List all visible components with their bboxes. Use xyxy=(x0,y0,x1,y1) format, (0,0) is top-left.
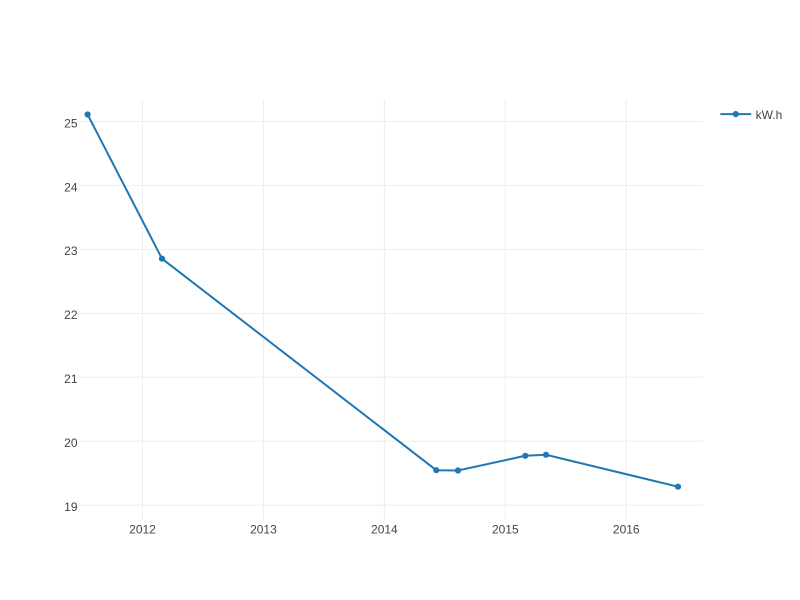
svg-text:24: 24 xyxy=(64,180,78,194)
svg-text:20: 20 xyxy=(64,436,78,450)
svg-text:2015: 2015 xyxy=(492,523,519,537)
svg-text:23: 23 xyxy=(64,244,78,258)
svg-text:2014: 2014 xyxy=(371,523,398,537)
svg-text:kW.h: kW.h xyxy=(756,108,783,122)
svg-text:19: 19 xyxy=(64,500,78,514)
svg-text:2012: 2012 xyxy=(129,523,156,537)
svg-text:22: 22 xyxy=(64,308,78,322)
svg-text:21: 21 xyxy=(64,372,78,386)
svg-text:25: 25 xyxy=(64,116,78,130)
svg-text:2013: 2013 xyxy=(250,523,277,537)
svg-text:2016: 2016 xyxy=(613,523,640,537)
